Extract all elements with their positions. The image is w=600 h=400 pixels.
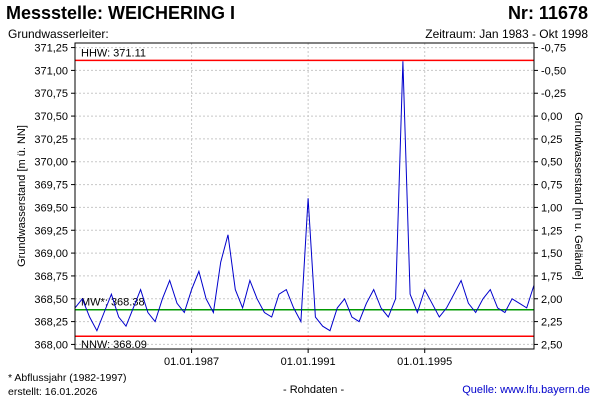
reference-lines-layer: HHW: 371.11 MW*: 368.38 NNW: 368.09 <box>75 47 534 351</box>
y-tick-label: 368,50 <box>34 294 68 306</box>
y2-tick-label: 0,75 <box>541 180 562 192</box>
y-tick-label: 371,25 <box>34 43 68 55</box>
y2-tick-label: 0,25 <box>541 134 562 146</box>
y2-tick-label: -0,50 <box>541 65 566 77</box>
x-tick-label: 01.01.1991 <box>281 356 336 368</box>
y2-tick-label: 2,50 <box>541 339 562 351</box>
y-tick-label: 371,00 <box>34 65 68 77</box>
y2-tick-label: -0,75 <box>541 43 566 55</box>
y2-tick-labels: -0,75 -0,50 -0,25 0,00 0,25 0,50 0,75 1,00 1,25 1… <box>534 43 566 351</box>
y-axis-label: Grundwasserstand [m ü. NN] <box>16 125 28 267</box>
period-label: Zeitraum: Jan 1983 - Okt 1998 <box>425 27 588 41</box>
y-tick-label: 368,75 <box>34 271 68 283</box>
y2-axis-label: Grundwasserstand [m u. Gelände] <box>572 112 584 280</box>
reference-line-label: MW*: 368.38 <box>81 297 145 309</box>
y2-tick-label: 0,00 <box>541 111 562 123</box>
y2-tick-label: 2,00 <box>541 294 562 306</box>
y-tick-labels: 371,25 371,00 370,75 370,50 370,25 370,00 369,… <box>34 43 75 351</box>
y2-tick-label: -0,25 <box>541 88 566 100</box>
footnote: * Abflussjahr (1982-1997) <box>8 372 127 384</box>
y2-tick-label: 2,25 <box>541 317 562 329</box>
series-line-groundwater <box>74 61 535 332</box>
y-tick-label: 370,00 <box>34 157 68 169</box>
data-type-label: - Rohdaten - <box>283 384 345 396</box>
x-tick-labels: 01.01.1987 01.01.1991 01.01.1995 <box>164 349 452 368</box>
y-tick-label: 370,25 <box>34 134 68 146</box>
y2-tick-label: 1,50 <box>541 248 562 260</box>
created-date: erstellt: 16.01.2026 <box>8 386 98 398</box>
y-tick-label: 369,25 <box>34 225 68 237</box>
y2-tick-label: 1,00 <box>541 202 562 214</box>
y-tick-label: 368,25 <box>34 317 68 329</box>
y2-tick-label: 1,25 <box>541 225 562 237</box>
reference-line-label: NNW: 368.09 <box>81 339 147 351</box>
y-tick-label: 370,75 <box>34 88 68 100</box>
y-tick-label: 369,75 <box>34 180 68 192</box>
page-title: Messstelle: WEICHERING I <box>6 3 236 23</box>
y-tick-label: 368,00 <box>34 339 68 351</box>
source-link[interactable]: Quelle: www.lfu.bayern.de <box>462 384 590 396</box>
aquifer-label: Grundwasserleiter: <box>8 27 109 41</box>
y-tick-label: 370,50 <box>34 111 68 123</box>
y2-tick-label: 1,75 <box>541 271 562 283</box>
y2-tick-label: 0,50 <box>541 157 562 169</box>
station-number: Nr: 11678 <box>507 3 588 23</box>
reference-line-label: HHW: 371.11 <box>81 47 146 59</box>
y-tick-label: 369,00 <box>34 248 68 260</box>
plot-frame <box>74 42 535 350</box>
x-tick-label: 01.01.1995 <box>397 356 452 368</box>
x-tick-label: 01.01.1987 <box>164 356 219 368</box>
y-tick-label: 369,50 <box>34 202 68 214</box>
